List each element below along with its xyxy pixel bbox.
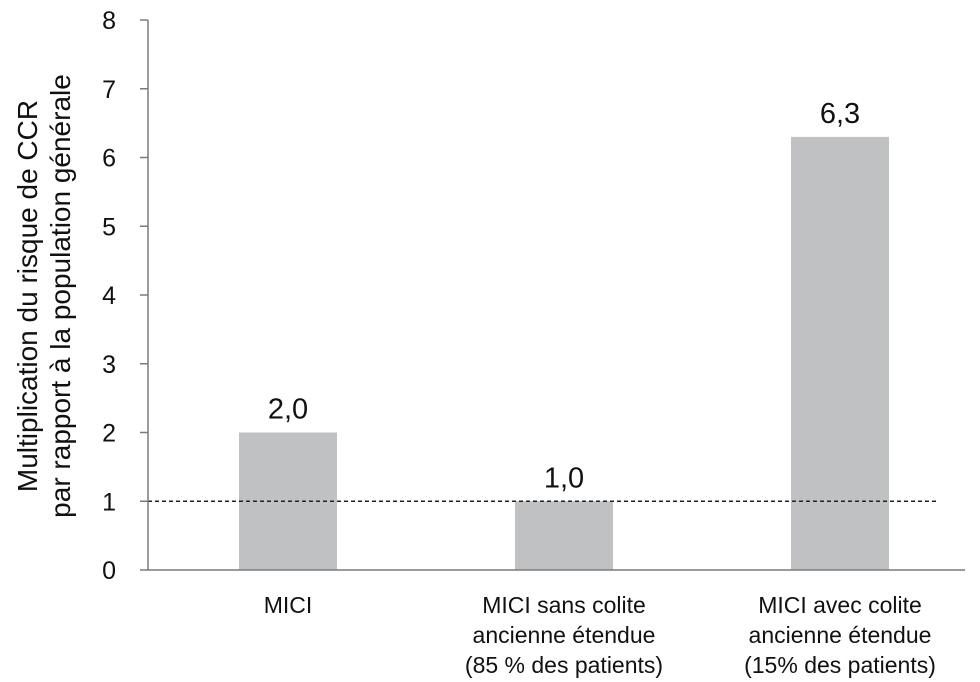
y-tick-label: 0 (102, 557, 116, 585)
x-category-label: MICI avec colite ancienne étendue (15% des… (744, 592, 936, 678)
x-category-label-line: ancienne étendue (749, 622, 932, 648)
x-category-label-line: (15% des patients) (744, 652, 936, 678)
y-axis-ticks: 0 1 2 3 4 5 6 7 8 (102, 7, 148, 585)
y-axis-title-line-1: Multiplication du risque de CCR (12, 100, 43, 492)
x-category-label-line: (85 % des patients) (465, 652, 663, 678)
bar-value-label: 6,3 (820, 98, 860, 130)
bar (515, 501, 613, 570)
x-category-label: MICI sans colite ancienne étendue (85 % de… (465, 592, 663, 678)
y-axis-title-line-2: par rapport à la population générale (45, 74, 76, 518)
category-labels: MICI MICI sans colite ancienne étendue (85 … (264, 592, 936, 678)
x-category-label-line: ancienne étendue (473, 622, 656, 648)
y-tick-label: 6 (102, 145, 116, 173)
x-category-label-line: MICI avec colite (758, 592, 922, 618)
x-category-label-line: MICI sans colite (482, 592, 646, 618)
y-axis-title: Multiplication du risque de CCR par rapp… (12, 74, 76, 518)
bar (791, 136, 889, 570)
value-labels: 2,0 1,0 6,3 (268, 98, 860, 494)
y-tick-label: 2 (102, 420, 116, 448)
bar-value-label: 1,0 (544, 462, 584, 494)
bars (239, 136, 889, 570)
x-category-label: MICI (264, 592, 313, 618)
x-category-label-line: MICI (264, 592, 313, 618)
y-tick-label: 7 (102, 76, 116, 104)
y-tick-label: 5 (102, 213, 116, 241)
bar-value-label: 2,0 (268, 394, 308, 426)
axes (147, 20, 965, 571)
y-tick-label: 1 (102, 488, 116, 516)
y-tick-label: 3 (102, 351, 116, 379)
y-tick-label: 4 (102, 282, 116, 310)
y-tick-label: 8 (102, 7, 116, 35)
